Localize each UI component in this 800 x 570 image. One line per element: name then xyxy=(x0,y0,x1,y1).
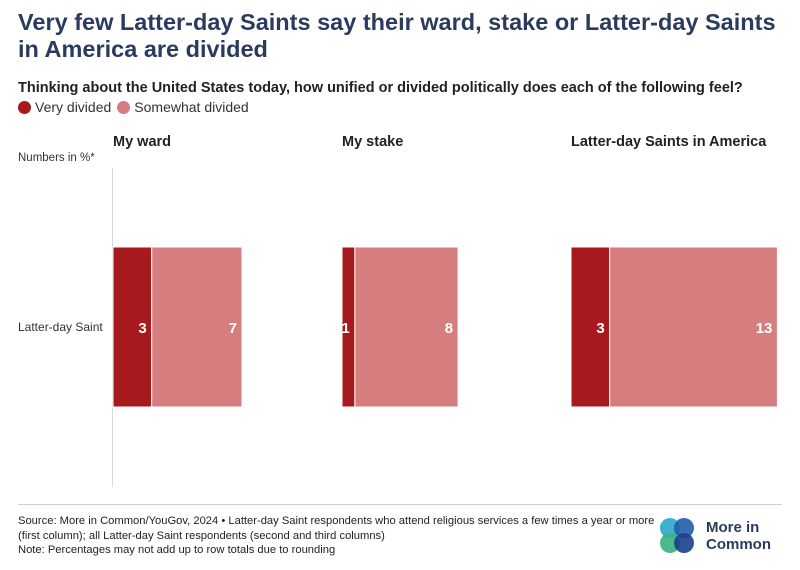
logo-text: More in Common xyxy=(706,519,771,553)
legend-label-somewhat-divided: Somewhat divided xyxy=(134,99,249,115)
footer-source: Source: More in Common/YouGov, 2024 • La… xyxy=(18,514,658,558)
chart-subtitle: Thinking about the United States today, … xyxy=(18,80,743,96)
data-label-my-stake-very-divided: 1 xyxy=(342,320,350,337)
panel-title-my-ward: My ward xyxy=(113,134,171,150)
legend: Very divided Somewhat divided xyxy=(18,99,255,115)
footer-divider xyxy=(18,504,782,505)
data-label-latter-day-saints-in-america-somewhat-divided: 13 xyxy=(756,320,773,337)
data-label-my-ward-very-divided: 3 xyxy=(138,320,146,337)
note-text: Note: Percentages may not add up to row … xyxy=(18,544,336,556)
legend-swatch-very-divided xyxy=(18,100,31,114)
bar-latter-day-saints-in-america-somewhat-divided xyxy=(609,246,778,408)
data-label-latter-day-saints-in-america-very-divided: 3 xyxy=(596,320,604,337)
row-label: Latter-day Saint xyxy=(18,320,103,334)
source-text: Source: More in Common/YouGov, 2024 • La… xyxy=(18,515,655,542)
bar-my-ward-somewhat-divided xyxy=(151,246,243,408)
data-label-my-ward-somewhat-divided: 7 xyxy=(229,320,237,337)
logo-line-1: More in xyxy=(706,519,760,536)
bar-my-ward-very-divided xyxy=(112,246,153,408)
chart-title: Very few Latter-day Saints say their war… xyxy=(18,9,776,62)
legend-item-very-divided: Very divided xyxy=(18,99,111,115)
panel-title-latter-day-saints-in-america: Latter-day Saints in America xyxy=(571,134,767,150)
legend-swatch-somewhat-divided xyxy=(117,100,131,114)
units-note: Numbers in %* xyxy=(18,152,95,164)
legend-item-somewhat-divided: Somewhat divided xyxy=(117,99,249,115)
legend-label-very-divided: Very divided xyxy=(35,99,112,115)
logo-line-2: Common xyxy=(706,536,771,553)
data-label-my-stake-somewhat-divided: 8 xyxy=(445,320,453,337)
bar-my-stake-somewhat-divided xyxy=(354,246,459,408)
more-in-common-logo: More in Common xyxy=(656,516,771,556)
logo-mark-icon xyxy=(660,518,694,553)
panel-title-my-stake: My stake xyxy=(342,134,403,150)
chart-area: Numbers in %* Latter-day Saint My ward 3 7 My… xyxy=(18,134,778,487)
